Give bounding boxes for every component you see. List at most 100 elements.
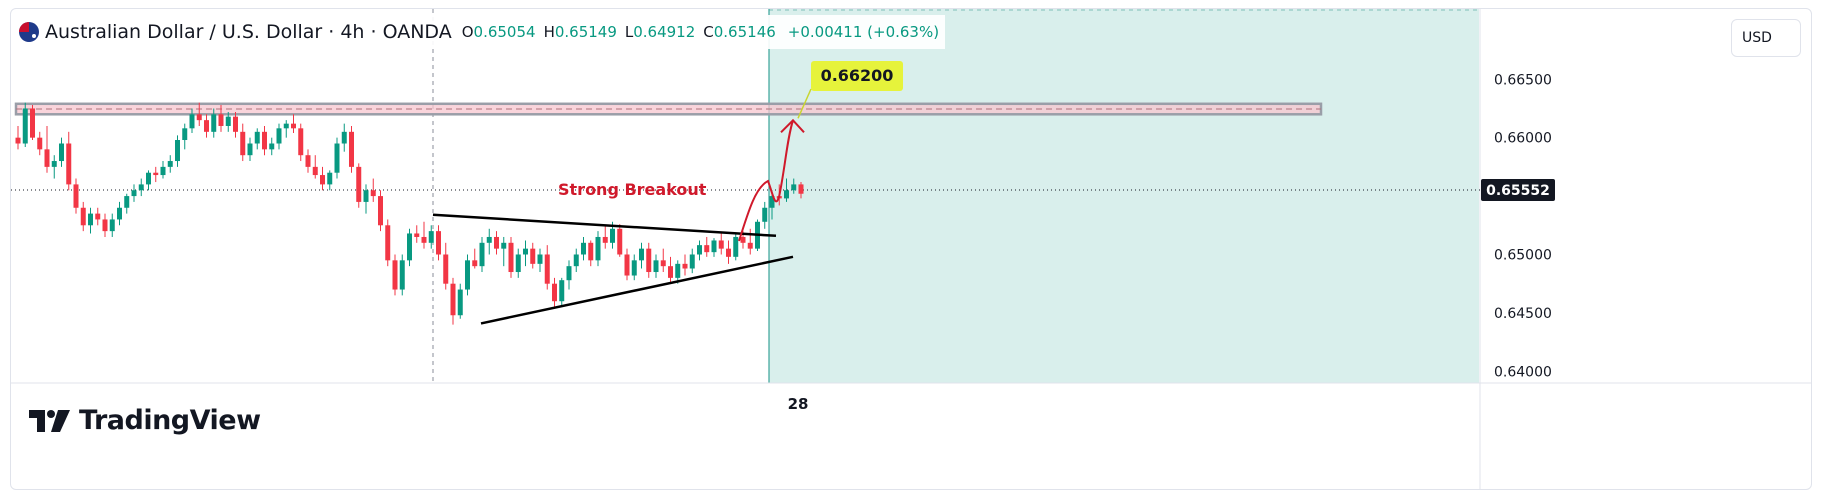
- high-value: H0.65149: [543, 23, 617, 41]
- candle-body: [508, 242, 514, 273]
- candle-body: [305, 155, 311, 167]
- candle-body: [182, 128, 188, 141]
- candle-body: [784, 190, 789, 199]
- time-tick-label: 28: [788, 395, 809, 413]
- candle-body: [421, 236, 427, 243]
- candle-body: [167, 161, 173, 167]
- candle-body: [697, 245, 702, 255]
- candle-body: [588, 242, 594, 261]
- candle-body: [356, 166, 362, 202]
- candle-body: [204, 120, 209, 132]
- candle-body: [689, 254, 695, 269]
- candle-body: [392, 260, 398, 290]
- low-value: L0.64912: [624, 23, 696, 41]
- candle-body: [80, 207, 86, 226]
- candle-body: [414, 233, 420, 237]
- candle-body: [726, 248, 731, 257]
- candle-body: [233, 116, 238, 132]
- candle-body: [559, 280, 565, 302]
- candle-body: [595, 236, 601, 261]
- candle-body: [465, 260, 470, 290]
- candle-body: [378, 196, 383, 226]
- close-value: C0.65146: [703, 23, 776, 41]
- projection-arrow: [738, 119, 794, 242]
- price-axis[interactable]: 0.665000.660000.655000.650000.645000.640…: [1494, 72, 1552, 380]
- candle-body: [117, 207, 122, 220]
- candle-body: [653, 260, 659, 273]
- candle-body: [15, 137, 21, 144]
- candle-body: [73, 184, 79, 208]
- candle-body: [428, 231, 434, 243]
- candle-body: [254, 131, 260, 144]
- candles: [15, 102, 804, 325]
- candle-body: [291, 123, 296, 129]
- candle-body: [682, 263, 688, 269]
- currency-button[interactable]: USD: [1731, 19, 1801, 57]
- price-tick-label: 0.64000: [1494, 364, 1552, 380]
- candle-body: [566, 266, 572, 281]
- candle-body: [124, 196, 130, 208]
- candle-body: [276, 128, 282, 144]
- candle-body: [472, 260, 478, 267]
- projection-arrowhead: [780, 118, 805, 134]
- candle-body: [160, 166, 166, 176]
- candle-body: [617, 228, 623, 255]
- candle-body: [269, 143, 275, 150]
- candle-body: [537, 254, 543, 264]
- candle-body: [37, 137, 43, 150]
- candle-body: [704, 245, 710, 253]
- candle-body: [639, 248, 644, 261]
- chart-frame: 0.665000.660000.655000.650000.645000.640…: [10, 8, 1812, 490]
- current-price-label: 0.65552: [1486, 183, 1550, 199]
- candle-body: [494, 236, 499, 249]
- candle-body: [443, 254, 449, 284]
- open-value: O0.65054: [461, 23, 536, 41]
- candle-body: [385, 225, 391, 261]
- lower-trendline: [480, 255, 794, 325]
- candle-body: [363, 190, 369, 202]
- candle-body: [349, 131, 354, 167]
- price-tick-label: 0.64500: [1494, 306, 1552, 322]
- flag-icon: [19, 22, 39, 42]
- candle-body: [218, 114, 224, 126]
- candle-body: [624, 254, 630, 276]
- candle-body: [189, 114, 195, 129]
- price-chart[interactable]: 0.665000.660000.655000.650000.645000.640…: [11, 9, 1811, 489]
- candle-body: [95, 213, 101, 220]
- candle-body: [457, 289, 463, 316]
- target-label-box: [811, 61, 903, 91]
- candle-body: [175, 140, 180, 162]
- upper-trendline: [432, 213, 777, 238]
- candle-body: [602, 236, 608, 243]
- candle-body: [51, 161, 57, 167]
- candle-body: [660, 260, 666, 267]
- candle-body: [646, 248, 652, 273]
- candle-body: [240, 131, 246, 156]
- candle-body: [740, 236, 746, 243]
- candle-body: [66, 143, 72, 185]
- candle-body: [436, 231, 441, 255]
- candle-body: [312, 166, 318, 176]
- candle-body: [283, 123, 289, 129]
- candle-body: [341, 131, 347, 144]
- symbol-title[interactable]: Australian Dollar / U.S. Dollar · 4h · O…: [45, 21, 452, 43]
- current-price-badge: [1481, 179, 1555, 202]
- candle-body: [581, 242, 586, 255]
- candle-body: [102, 219, 108, 232]
- candle-body: [733, 236, 739, 257]
- candle-body: [407, 233, 412, 261]
- candle-body: [262, 131, 267, 150]
- candle-body: [791, 184, 797, 191]
- tradingview-logo-icon: [29, 409, 70, 432]
- candle-body: [211, 114, 217, 132]
- candle-body: [146, 172, 151, 185]
- candle-body: [225, 116, 231, 126]
- candle-body: [196, 114, 202, 121]
- candle-body: [610, 228, 615, 243]
- candle-body: [88, 213, 93, 226]
- tradingview-logo[interactable]: TradingView: [29, 405, 261, 436]
- candle-body: [544, 254, 550, 284]
- price-tick-label: 0.65000: [1494, 247, 1552, 263]
- candle-body: [327, 172, 333, 185]
- candle-body: [523, 248, 528, 255]
